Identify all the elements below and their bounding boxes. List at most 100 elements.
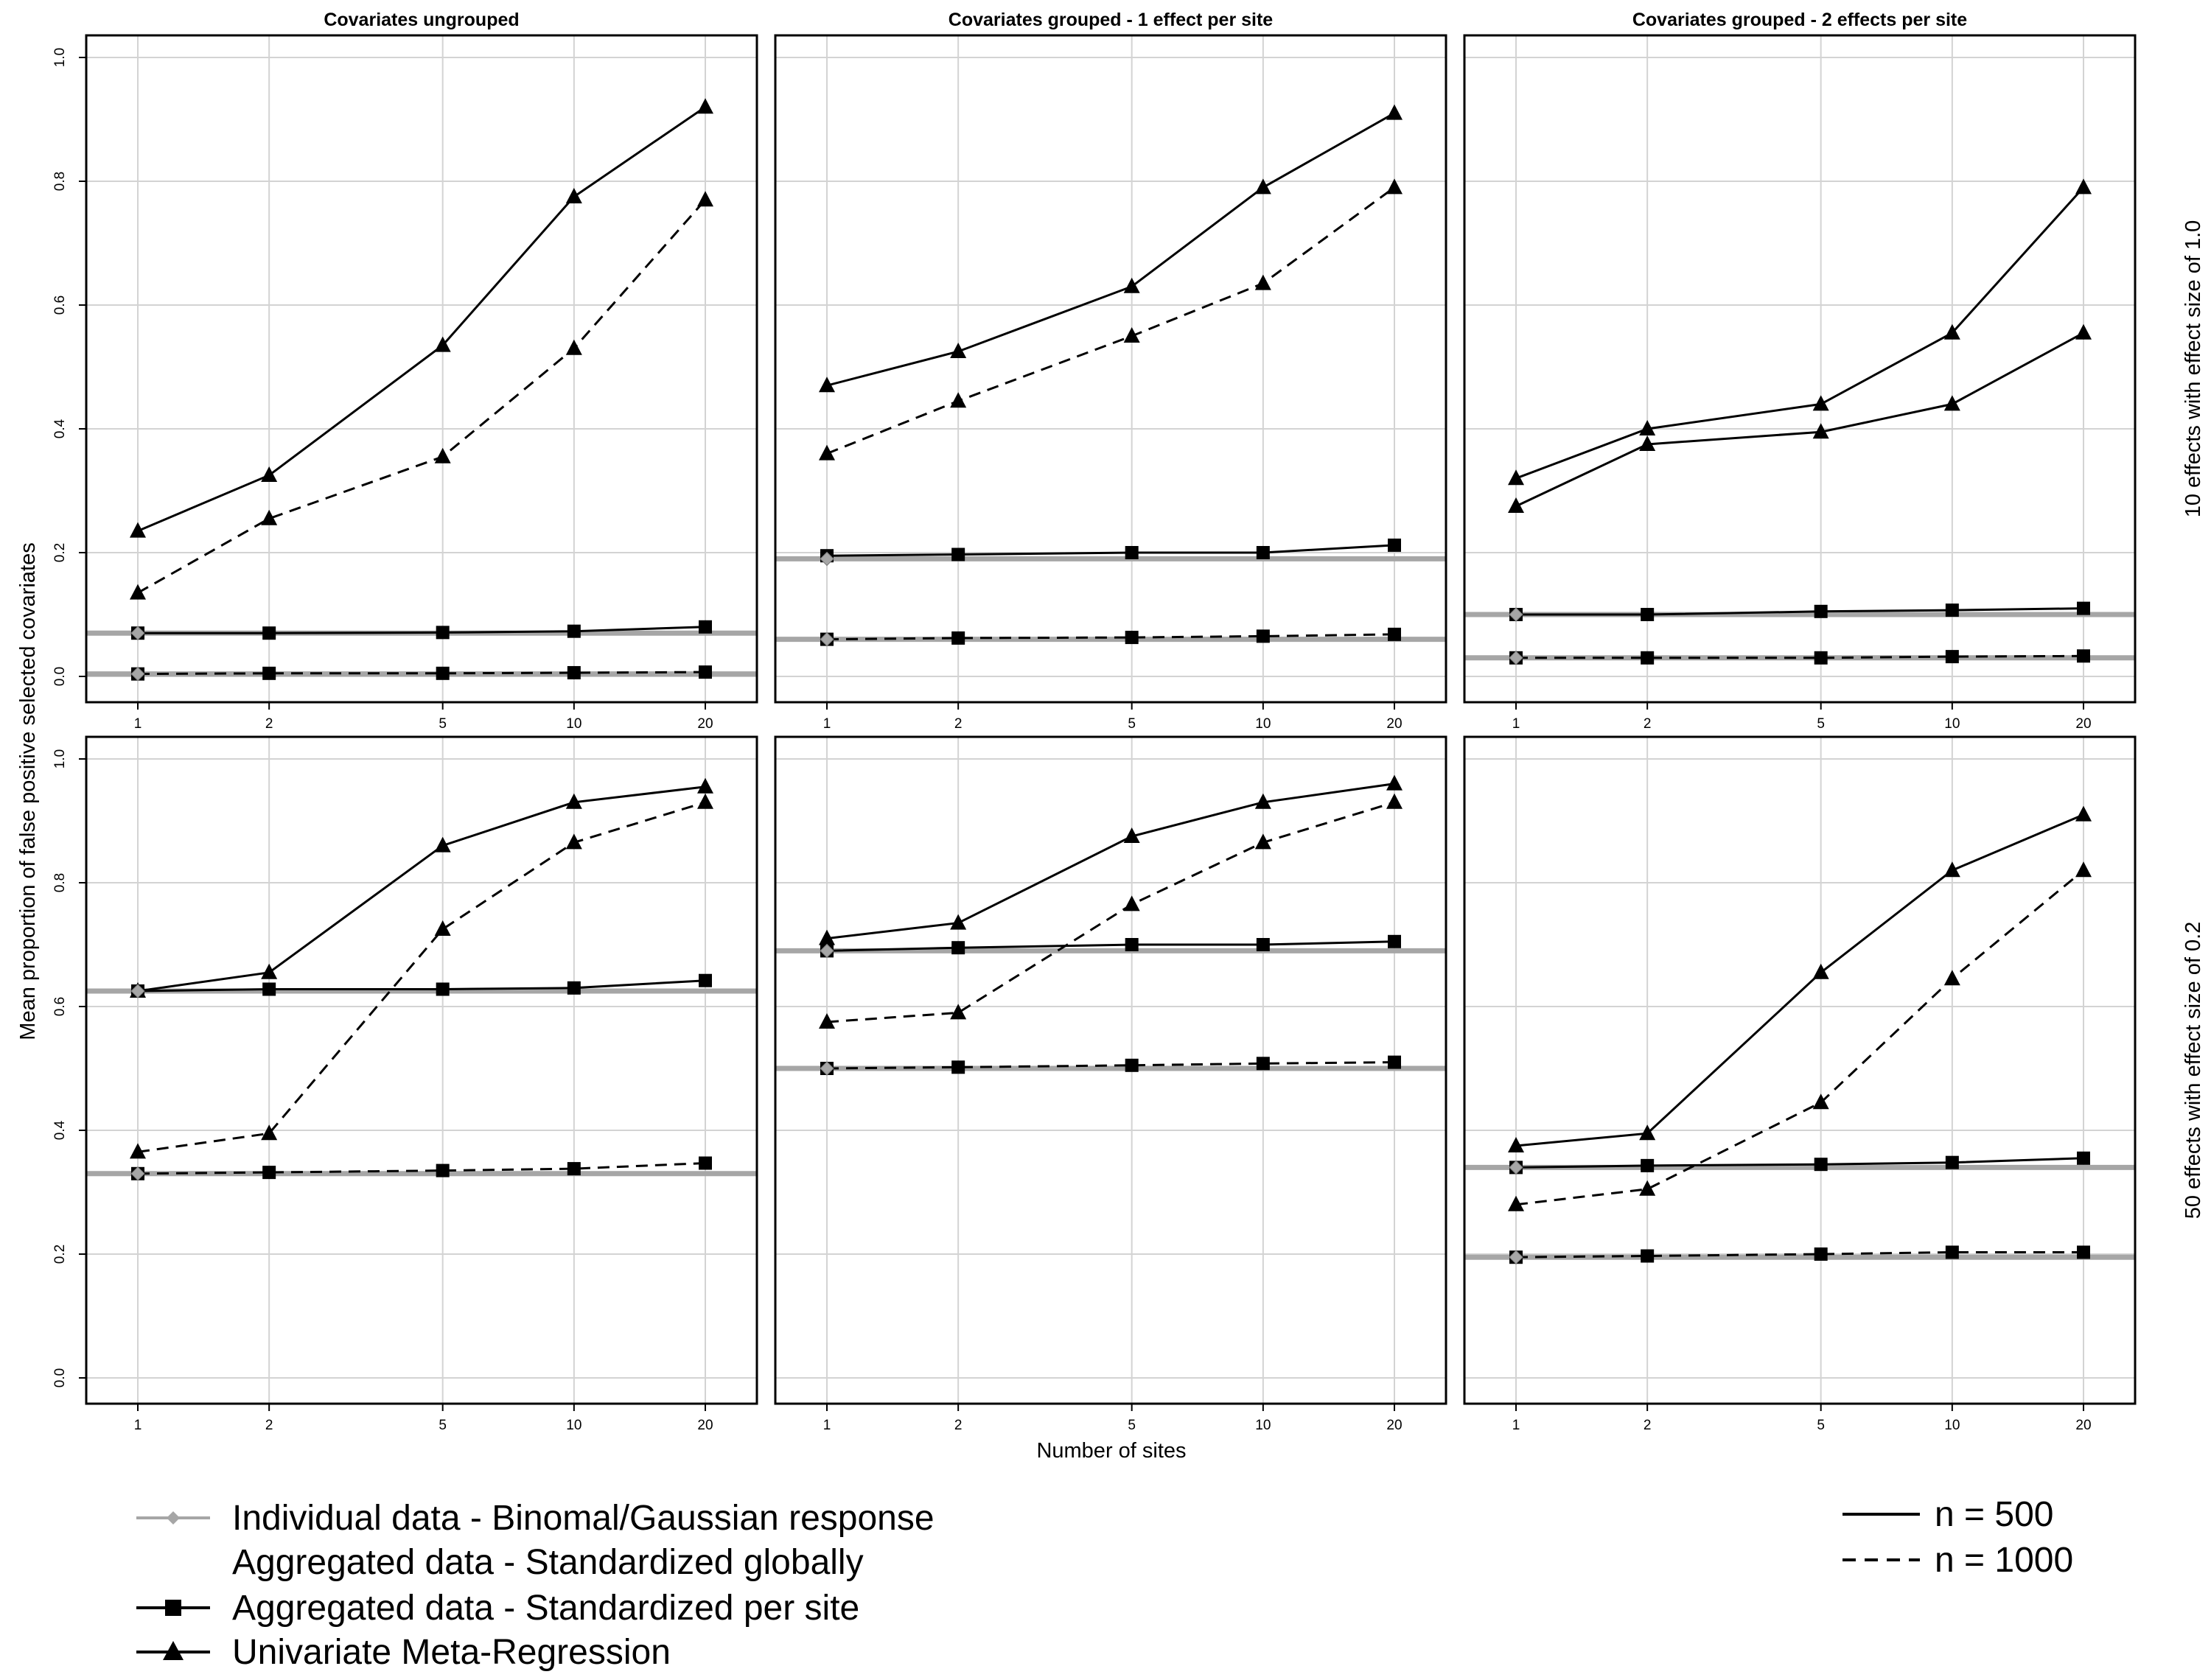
legend-meta-marker [163, 1641, 184, 1660]
x-tick-label: 2 [265, 1418, 273, 1433]
legend: Individual data - Binomal/Gaussian respo… [136, 1495, 2073, 1672]
y-tick-label: 1.0 [52, 48, 68, 67]
meta-n500-point [565, 188, 582, 203]
per-site-n1000-point [262, 666, 276, 680]
meta-n500-point [130, 522, 146, 538]
meta-n1000-point [819, 444, 835, 461]
meta-n500-point [1508, 1137, 1524, 1152]
panel-border [1463, 735, 2137, 1405]
meta-n1000-point [1508, 1195, 1524, 1211]
y-tick-label: 0.8 [52, 873, 68, 892]
meta-n1000-line [1515, 869, 2084, 1206]
per-site-n500-point [1945, 603, 1959, 617]
x-tick-label: 10 [566, 1418, 581, 1433]
panel-border [1463, 34, 2137, 704]
individual-point-n500 [130, 984, 145, 998]
y-tick-label: 0.2 [52, 543, 68, 562]
x-tick-label: 10 [1944, 1418, 1960, 1433]
individual-point-n500 [130, 626, 145, 640]
meta-n1000-point [1812, 423, 1829, 439]
column-title: Covariates grouped - 2 effects per site [1632, 10, 1967, 30]
meta-n1000-point [1639, 435, 1656, 451]
legend-per-site-marker [165, 1600, 181, 1616]
individual-point-n500 [820, 551, 834, 567]
meta-n500-point [1639, 1124, 1656, 1141]
per-site-n1000-line [1515, 1251, 2083, 1259]
per-site-n1000-point [2077, 649, 2090, 663]
per-site-n1000-line [137, 671, 706, 676]
x-tick-label: 20 [697, 716, 713, 732]
legend-method-label: Univariate Meta-Regression [232, 1633, 671, 1672]
per-site-n500-point [1641, 1158, 1655, 1172]
panel-border [85, 34, 758, 704]
per-site-n1000-point [699, 1156, 712, 1170]
meta-n500-point [2075, 178, 2092, 195]
per-site-n1000-point [1256, 629, 1270, 643]
per-site-n1000-point [1641, 1249, 1655, 1263]
meta-n500-point [434, 836, 451, 853]
x-tick-label: 5 [439, 1418, 447, 1433]
per-site-n500-point [699, 973, 712, 987]
individual-point-n500 [1509, 607, 1523, 622]
x-tick-label: 1 [1512, 1418, 1520, 1433]
meta-n1000-point [261, 509, 278, 525]
per-site-n500-point [262, 982, 276, 996]
per-site-n500-point [699, 620, 712, 634]
meta-n500-point [819, 929, 835, 945]
x-tick-label: 10 [1944, 716, 1960, 732]
y-tick-label: 0.4 [52, 419, 68, 438]
meta-n1000-point [1254, 274, 1271, 290]
meta-n1000-point [950, 1004, 967, 1020]
per-site-n500-point [1388, 934, 1401, 948]
per-site-n500-point [1256, 938, 1270, 951]
meta-n500-line [137, 785, 706, 993]
meta-n500-point [261, 963, 278, 979]
per-site-n500-point [2077, 601, 2090, 615]
per-site-n500-point [1814, 604, 1828, 618]
x-axis-title: Number of sites [1036, 1439, 1186, 1463]
meta-n500-point [261, 466, 278, 482]
per-site-n500-point [1125, 938, 1139, 951]
meta-n1000-point [130, 1143, 146, 1159]
per-site-n1000-point [2077, 1245, 2090, 1259]
individual-point-n1000 [1509, 651, 1523, 665]
y-tick-label: 0.0 [52, 667, 68, 686]
individual-point-n1000 [130, 666, 145, 682]
x-tick-label: 10 [1255, 1418, 1271, 1433]
per-site-n1000-line [826, 1061, 1395, 1070]
meta-n500-point [434, 336, 451, 352]
per-site-n500-point [1814, 1158, 1828, 1172]
x-tick-label: 1 [823, 1418, 831, 1433]
meta-n1000-point [261, 1124, 278, 1141]
per-site-n500-point [2077, 1151, 2090, 1165]
x-tick-label: 2 [954, 716, 963, 732]
meta-n500-point [1812, 395, 1829, 411]
individual-point-n1000 [130, 1166, 145, 1181]
per-site-n1000-point [1814, 651, 1828, 665]
meta-n1000-point [1943, 970, 1960, 986]
meta-n500-point [1254, 178, 1271, 195]
per-site-n1000-point [1814, 1247, 1828, 1261]
panel-1-2: 1 2 5 10 20 [774, 34, 1447, 732]
per-site-n1000-point [951, 631, 965, 645]
y-tick-label: 0.0 [52, 1368, 68, 1387]
meta-n500-point [1386, 774, 1403, 791]
meta-n1000-point [1508, 497, 1524, 513]
per-site-n500-point [1256, 546, 1270, 559]
meta-n1000-point [697, 793, 713, 809]
per-site-n1000-line [1516, 654, 2084, 659]
meta-n1000-line [1515, 332, 2084, 508]
meta-n1000-line [826, 801, 1395, 1023]
per-site-n1000-point [262, 1166, 276, 1180]
x-tick-label: 2 [265, 716, 273, 732]
per-site-n1000-point [567, 1162, 581, 1176]
meta-n1000-point [1386, 178, 1403, 195]
x-tick-label: 20 [2075, 1418, 2091, 1433]
meta-n1000-point [1812, 1093, 1829, 1110]
panel-2-1: 1 2 5 10 20 0.0 0.2 0.4 0.6 0.8 1.0 [52, 735, 758, 1433]
x-tick-label: 2 [1644, 1418, 1652, 1433]
meta-n500-point [697, 98, 713, 114]
meta-n1000-point [1123, 327, 1140, 343]
panel-1-3: 1 2 5 10 20 [1463, 34, 2137, 732]
y-tick-label: 0.4 [52, 1120, 68, 1140]
